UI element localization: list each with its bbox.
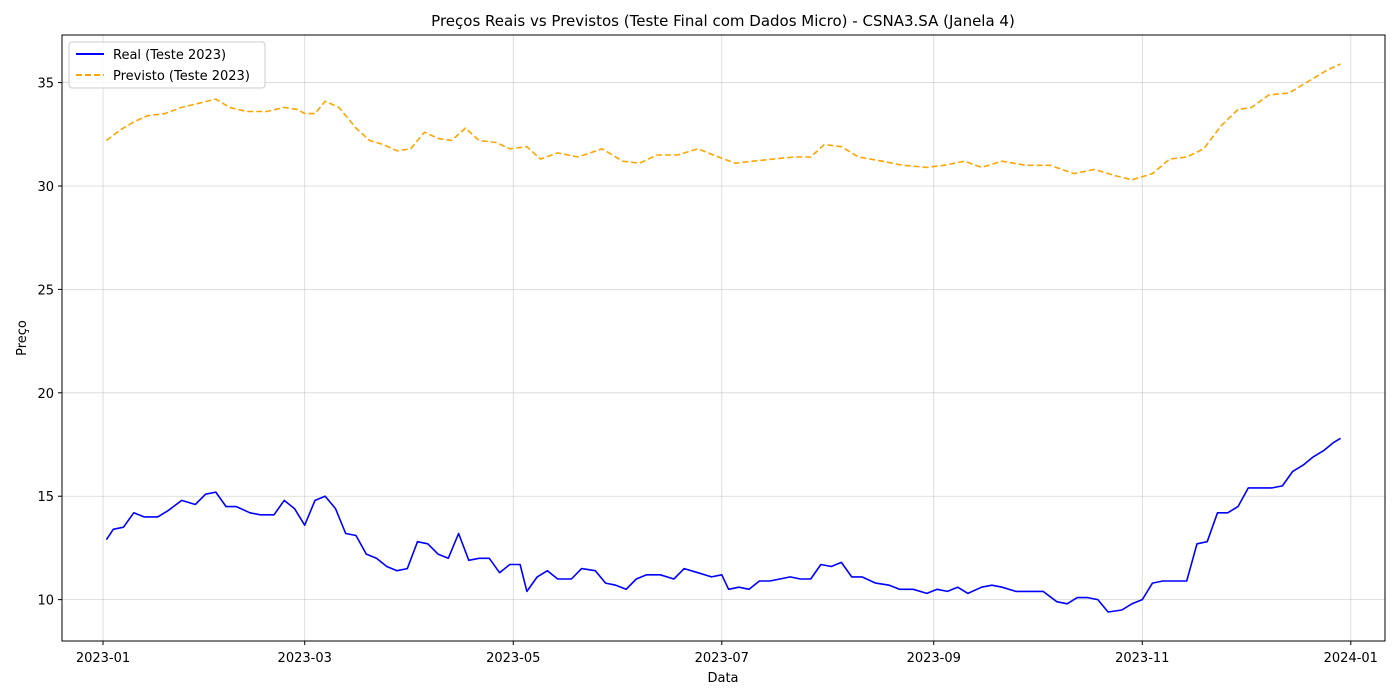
y-tick-label: 30	[37, 180, 54, 195]
chart-title: Preços Reais vs Previstos (Teste Final c…	[431, 12, 1015, 30]
x-axis: 2023-01 2023-03 2023-05 2023-07 2023-09 2023-…	[76, 641, 1378, 666]
y-axis: 10 15 20 25 30 35	[37, 77, 62, 609]
y-tick-label: 15	[37, 490, 54, 505]
x-tick-label: 2023-03	[278, 651, 332, 666]
x-tick-label: 2023-01	[76, 651, 130, 666]
x-tick-label: 2023-09	[907, 651, 961, 666]
grid	[62, 35, 1385, 641]
series-layer	[105, 63, 1342, 613]
y-tick-label: 20	[37, 387, 54, 402]
y-tick-label: 35	[37, 77, 54, 92]
x-tick-label: 2023-07	[695, 651, 749, 666]
series-line-previsto	[105, 63, 1341, 181]
legend-label-real: Real (Teste 2023)	[113, 48, 226, 63]
x-tick-label: 2023-05	[486, 651, 540, 666]
legend-label-previsto: Previsto (Teste 2023)	[113, 69, 250, 84]
y-tick-label: 25	[37, 283, 54, 298]
y-axis-title: Preço	[15, 320, 30, 356]
x-tick-label: 2023-11	[1115, 651, 1169, 666]
x-axis-title: Data	[707, 671, 738, 686]
plot-area-frame	[61, 34, 1386, 642]
legend-box	[68, 41, 266, 89]
y-tick-label: 10	[37, 594, 54, 609]
x-tick-label: 2024-01	[1324, 651, 1378, 666]
series-line-real	[105, 437, 1342, 613]
legend: Real (Teste 2023) Previsto (Teste 2023)	[68, 41, 266, 89]
